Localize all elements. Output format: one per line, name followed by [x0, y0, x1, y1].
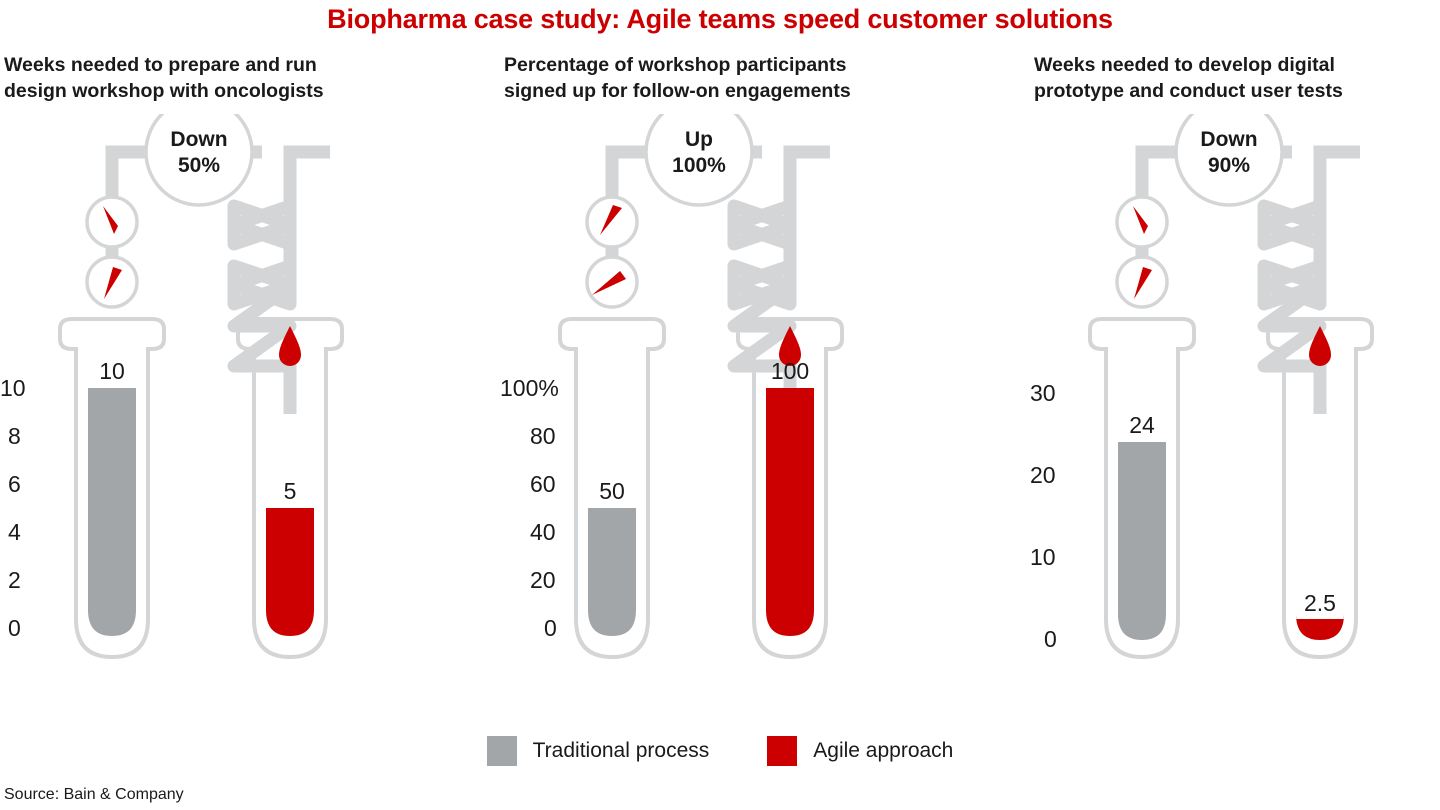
- tube-outline: [558, 317, 666, 660]
- gauge-upper: [585, 195, 639, 249]
- droplet-icon: [1309, 326, 1331, 366]
- legend-label-agile: Agile approach: [813, 739, 954, 762]
- valve-upper-icon: [727, 199, 797, 251]
- axis-tick-label: 10: [1030, 544, 1056, 570]
- bar-agile: [1296, 614, 1344, 640]
- tube-traditional: [58, 317, 166, 660]
- axis-ticks: 100% 80 60 40 20 0: [500, 375, 559, 641]
- gauge-needle-icon: [1133, 206, 1148, 234]
- bar-value-label: 100: [771, 358, 809, 384]
- axis-tick-label: 80: [530, 423, 556, 449]
- axis-tick-label: 20: [1030, 462, 1056, 488]
- valve-upper-icon: [1257, 199, 1327, 251]
- gauge-needle-icon: [104, 267, 122, 299]
- gauge-lower: [585, 255, 639, 309]
- legend-swatch-traditional: [486, 736, 517, 766]
- gauge-lower: [1115, 255, 1169, 309]
- axis-tick-label: 0: [8, 615, 21, 641]
- change-badge-line2: 50%: [178, 154, 220, 177]
- tube-outline: [236, 317, 344, 660]
- axis-ticks: 10 8 6 4 2 0: [0, 375, 26, 641]
- bar-value-label: 24: [1129, 412, 1155, 438]
- legend-item-traditional: Traditional process: [486, 736, 710, 766]
- source-note: Source: Bain & Company: [4, 786, 184, 803]
- axis-tick-label: 4: [8, 519, 21, 545]
- change-badge-line1: Down: [170, 128, 227, 151]
- tube-agile: [736, 317, 844, 660]
- panel-graphic: Up 100% 100% 80 60 40 20: [500, 97, 970, 739]
- bar-agile: [766, 388, 814, 636]
- tube-traditional: [558, 317, 666, 660]
- panel-graphic: Down 90% 30 20 10 0: [1030, 97, 1440, 739]
- axis-tick-label: 8: [8, 423, 21, 449]
- legend-label-traditional: Traditional process: [532, 739, 710, 762]
- droplet-icon: [279, 326, 301, 366]
- axis-tick-label: 60: [530, 471, 556, 497]
- valve-lower-icon: [227, 259, 297, 311]
- axis-tick-label: 10: [0, 375, 26, 401]
- tube-outline: [1266, 317, 1374, 660]
- gauge-upper: [1115, 195, 1169, 249]
- gauge-upper: [85, 195, 139, 249]
- legend-item-agile: Agile approach: [767, 736, 953, 766]
- bar-traditional: [1118, 442, 1166, 640]
- test-tube-diagram: Down 50% 10 8 6 4 2: [0, 97, 344, 660]
- bar-value-label: 5: [284, 478, 297, 504]
- legend: Traditional process Agile approach: [0, 736, 1440, 766]
- test-tube-diagram: Up 100% 100% 80 60 40 20: [500, 97, 844, 660]
- bar-traditional: [88, 388, 136, 636]
- valve-lower-icon: [727, 259, 797, 311]
- panel-percentage-followon: Percentage of workshop participants sign…: [500, 52, 970, 752]
- tube-agile: [1266, 317, 1374, 660]
- change-badge-line1: Down: [1200, 128, 1257, 151]
- valve-lower-icon: [1257, 259, 1327, 311]
- axis-tick-label: 0: [1044, 626, 1057, 652]
- gauge-needle-icon: [1134, 267, 1152, 299]
- axis-tick-label: 2: [8, 567, 21, 593]
- test-tube-diagram: Down 90% 30 20 10 0: [1030, 97, 1374, 660]
- bar-value-label: 10: [99, 358, 125, 384]
- axis-tick-label: 6: [8, 471, 21, 497]
- panel-graphic: Down 50% 10 8 6 4 2: [0, 97, 470, 739]
- axis-tick-label: 0: [544, 615, 557, 641]
- axis-tick-label: 20: [530, 567, 556, 593]
- tube-outline: [58, 317, 166, 660]
- valve-upper-icon: [227, 199, 297, 251]
- panel-weeks-prototype: Weeks needed to develop digital prototyp…: [1030, 52, 1440, 752]
- panel-subtitle: Weeks needed to prepare and run design w…: [4, 54, 324, 102]
- panel-weeks-design-workshop: Weeks needed to prepare and run design w…: [0, 52, 470, 752]
- change-badge-line1: Up: [685, 128, 713, 151]
- axis-tick-label: 40: [530, 519, 556, 545]
- gauge-needle-icon: [600, 205, 622, 235]
- bar-traditional: [588, 508, 636, 636]
- change-badge-line2: 90%: [1208, 154, 1250, 177]
- panel-subtitle: Percentage of workshop participants sign…: [504, 54, 851, 102]
- tube-outline: [736, 317, 844, 660]
- axis-ticks: 30 20 10 0: [1030, 380, 1057, 652]
- bar-value-label: 2.5: [1304, 590, 1336, 616]
- axis-tick-label: 30: [1030, 380, 1056, 406]
- gauge-lower: [85, 255, 139, 309]
- gauge-needle-icon: [592, 271, 626, 295]
- panel-subtitle: Weeks needed to develop digital prototyp…: [1034, 54, 1343, 102]
- axis-tick-label: 100%: [500, 375, 559, 401]
- change-badge-line2: 100%: [672, 154, 726, 177]
- gauge-needle-icon: [103, 206, 118, 234]
- droplet-icon: [779, 326, 801, 366]
- legend-swatch-agile: [767, 736, 798, 766]
- tube-outline: [1088, 317, 1196, 660]
- tube-agile: [236, 317, 344, 660]
- bar-value-label: 50: [599, 478, 625, 504]
- bar-agile: [266, 508, 314, 636]
- page-title: Biopharma case study: Agile teams speed …: [327, 4, 1113, 34]
- tube-traditional: [1088, 317, 1196, 660]
